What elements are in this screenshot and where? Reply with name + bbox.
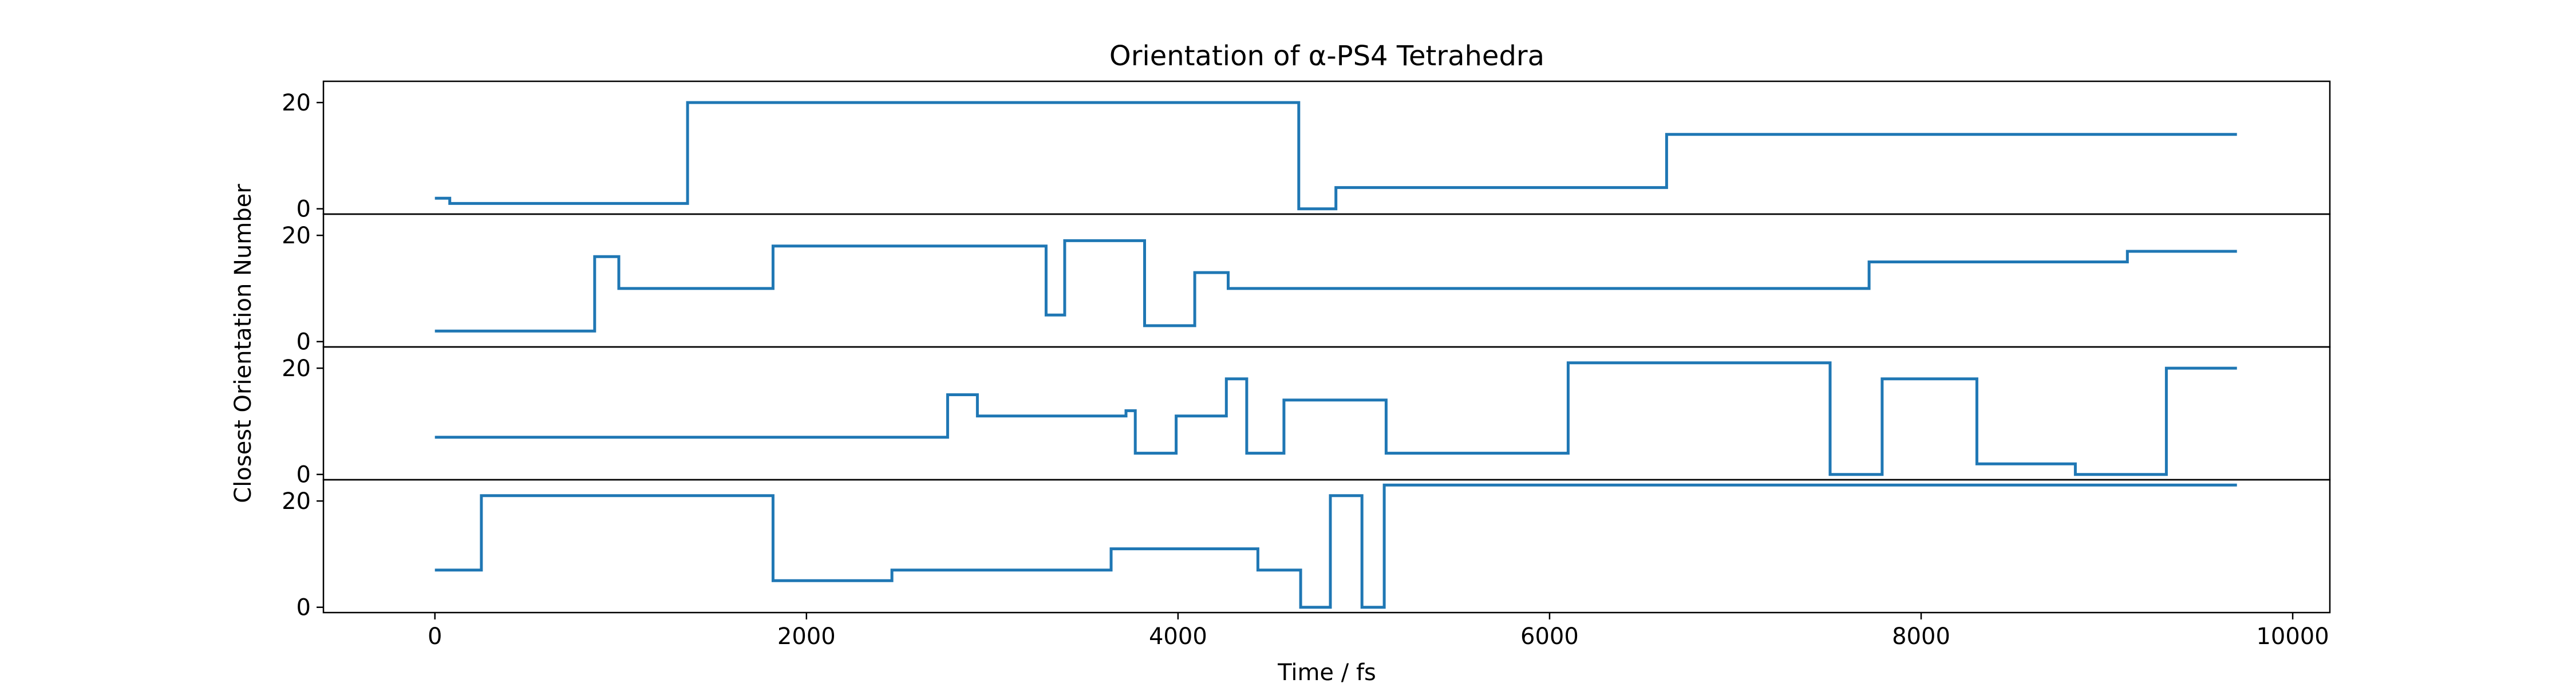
x-tick-label: 2000 [777,623,836,650]
y-tick-label: 20 [282,223,311,249]
x-tick-label: 4000 [1149,623,1207,650]
chart-title: Orientation of α-PS4 Tetrahedra [1109,40,1544,72]
y-tick-label: 20 [282,488,311,515]
series-line [434,483,2237,609]
x-tick-label: 10000 [2256,623,2329,650]
y-tick-label: 0 [297,462,311,488]
x-axis: 0 2000 4000 6000 8000 10000 [428,613,2329,650]
y-axis-label: Closest Orientation Number [230,184,256,503]
subplot-4: 0 20 [282,479,2331,621]
x-tick-label: 8000 [1892,623,1950,650]
x-tick-label: 6000 [1520,623,1579,650]
series-line [434,239,2237,333]
y-tick-label: 0 [297,329,311,356]
subplot-frame [322,479,2331,614]
y-tick-label: 20 [282,356,311,382]
x-axis-label: Time / fs [1277,660,1376,686]
y-tick-label: 0 [297,595,311,621]
y-tick-label: 0 [297,196,311,223]
x-tick-label: 0 [428,623,442,650]
y-tick-label: 20 [282,90,311,116]
series-line [434,101,2237,211]
series-line [434,361,2237,476]
